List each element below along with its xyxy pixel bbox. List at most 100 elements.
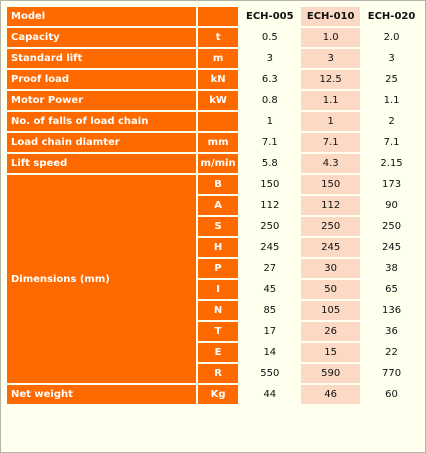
dimension-value-2: 30 — [301, 259, 361, 278]
dimension-value-2: 15 — [301, 343, 361, 362]
dimension-value-2: 250 — [301, 217, 361, 236]
dimension-key: B — [197, 175, 239, 194]
dimension-row: Dimensions (mm) B 150 150 173 — [7, 175, 421, 383]
dimension-key: N — [197, 301, 239, 320]
dimension-row: E 14 15 22 — [7, 343, 421, 362]
lift-speed-value-2: 4.3 — [301, 154, 361, 173]
dimension-key: E — [197, 343, 239, 362]
standard-lift-value-1: 3 — [266, 53, 273, 64]
model-header-1: ECH-005 — [246, 11, 294, 22]
unit-chain-diameter: mm — [197, 133, 239, 152]
dimension-value-3: 250 — [382, 221, 402, 232]
dimension-value-3: 22 — [385, 347, 398, 358]
falls-value-3: 2 — [388, 116, 395, 127]
dimension-key: T — [197, 322, 239, 341]
chain-diameter-value-2: 7.1 — [301, 133, 361, 152]
motor-power-value-2: 1.1 — [301, 91, 361, 110]
unit-standard-lift: m — [197, 49, 239, 68]
chain-diameter-value-1: 7.1 — [261, 137, 278, 148]
dimension-value-3: 173 — [382, 179, 402, 190]
dimension-value-1: 245 — [260, 242, 280, 253]
dimension-row: T 17 26 36 — [7, 322, 421, 341]
dimension-value-1: 550 — [260, 368, 280, 379]
dimension-value-3: 36 — [385, 326, 398, 337]
motor-power-value-1: 0.8 — [261, 95, 278, 106]
row-model: Model ECH-005 ECH-010 ECH-020 — [7, 7, 421, 26]
dimension-value-1: 45 — [263, 284, 277, 295]
row-motor-power: Motor Power kW 0.8 1.1 1.1 — [7, 91, 421, 110]
dimension-value-2: 105 — [301, 301, 361, 320]
label-lift-speed: Lift speed — [7, 154, 196, 173]
dimension-key: A — [197, 196, 239, 215]
dimension-value-1: 112 — [260, 200, 280, 211]
dimension-value-3: 65 — [385, 284, 398, 295]
dimension-value-2: 26 — [301, 322, 361, 341]
dimension-value-2: 50 — [301, 280, 361, 299]
dimension-value-1: 17 — [263, 326, 277, 337]
dimension-value-1: 250 — [260, 221, 280, 232]
dimension-value-2: 590 — [301, 364, 361, 383]
dimension-key: H — [197, 238, 239, 257]
dimension-row: I 45 50 65 — [7, 280, 421, 299]
label-motor-power: Motor Power — [7, 91, 196, 110]
dimension-row: N 85 105 136 — [7, 301, 421, 320]
label-chain-diameter: Load chain diamter — [7, 133, 196, 152]
row-lift-speed: Lift speed m/min 5.8 4.3 2.15 — [7, 154, 421, 173]
dimension-value-3: 770 — [382, 368, 402, 379]
dimension-key: I — [197, 280, 239, 299]
unit-motor-power: kW — [197, 91, 239, 110]
falls-value-2: 1 — [301, 112, 361, 131]
spec-table: Model ECH-005 ECH-010 ECH-020 Capacity t… — [5, 5, 423, 406]
unit-falls — [197, 112, 239, 131]
dimension-key: P — [197, 259, 239, 278]
dimension-key: R — [197, 364, 239, 383]
standard-lift-value-3: 3 — [388, 53, 395, 64]
label-standard-lift: Standard lift — [7, 49, 196, 68]
label-capacity: Capacity — [7, 28, 196, 47]
label-falls: No. of falls of load chain — [7, 112, 196, 131]
row-falls: No. of falls of load chain 1 1 2 — [7, 112, 421, 131]
net-weight-value-1: 44 — [263, 389, 277, 400]
label-proof-load: Proof load — [7, 70, 196, 89]
net-weight-value-3: 60 — [385, 389, 398, 400]
label-dimensions: Dimensions (mm) — [7, 175, 196, 383]
capacity-value-1: 0.5 — [261, 32, 278, 43]
unit-capacity: t — [197, 28, 239, 47]
model-header-3: ECH-020 — [367, 11, 416, 22]
unit-proof-load: kN — [197, 70, 239, 89]
dimension-value-1: 14 — [263, 347, 277, 358]
dimension-key: S — [197, 217, 239, 236]
model-header-2: ECH-010 — [301, 7, 361, 26]
capacity-value-3: 2.0 — [383, 32, 400, 43]
label-net-weight: Net weight — [7, 385, 196, 404]
proof-load-value-2: 12.5 — [301, 70, 361, 89]
row-chain-diameter: Load chain diamter mm 7.1 7.1 7.1 — [7, 133, 421, 152]
dimension-value-1: 150 — [260, 179, 280, 190]
unit-model — [197, 7, 239, 26]
label-model: Model — [7, 7, 196, 26]
falls-value-1: 1 — [266, 116, 273, 127]
motor-power-value-3: 1.1 — [383, 95, 400, 106]
unit-net-weight: Kg — [197, 385, 239, 404]
dimension-row: R 550 590 770 — [7, 364, 421, 383]
net-weight-value-2: 46 — [301, 385, 361, 404]
unit-lift-speed: m/min — [197, 154, 239, 173]
dimension-value-3: 38 — [385, 263, 398, 274]
dimension-value-2: 245 — [301, 238, 361, 257]
row-proof-load: Proof load kN 6.3 12.5 25 — [7, 70, 421, 89]
dimension-value-3: 90 — [385, 200, 398, 211]
row-net-weight: Net weight Kg 44 46 60 — [7, 385, 421, 404]
dimension-value-3: 245 — [382, 242, 402, 253]
dimension-value-1: 27 — [263, 263, 277, 274]
row-capacity: Capacity t 0.5 1.0 2.0 — [7, 28, 421, 47]
standard-lift-value-2: 3 — [301, 49, 361, 68]
dimension-row: H 245 245 245 — [7, 238, 421, 257]
capacity-value-2: 1.0 — [301, 28, 361, 47]
dimension-value-3: 136 — [382, 305, 402, 316]
dimension-value-2: 112 — [301, 196, 361, 215]
dimension-row: S 250 250 250 — [7, 217, 421, 236]
lift-speed-value-3: 2.15 — [380, 158, 403, 169]
row-standard-lift: Standard lift m 3 3 3 — [7, 49, 421, 68]
chain-diameter-value-3: 7.1 — [383, 137, 400, 148]
